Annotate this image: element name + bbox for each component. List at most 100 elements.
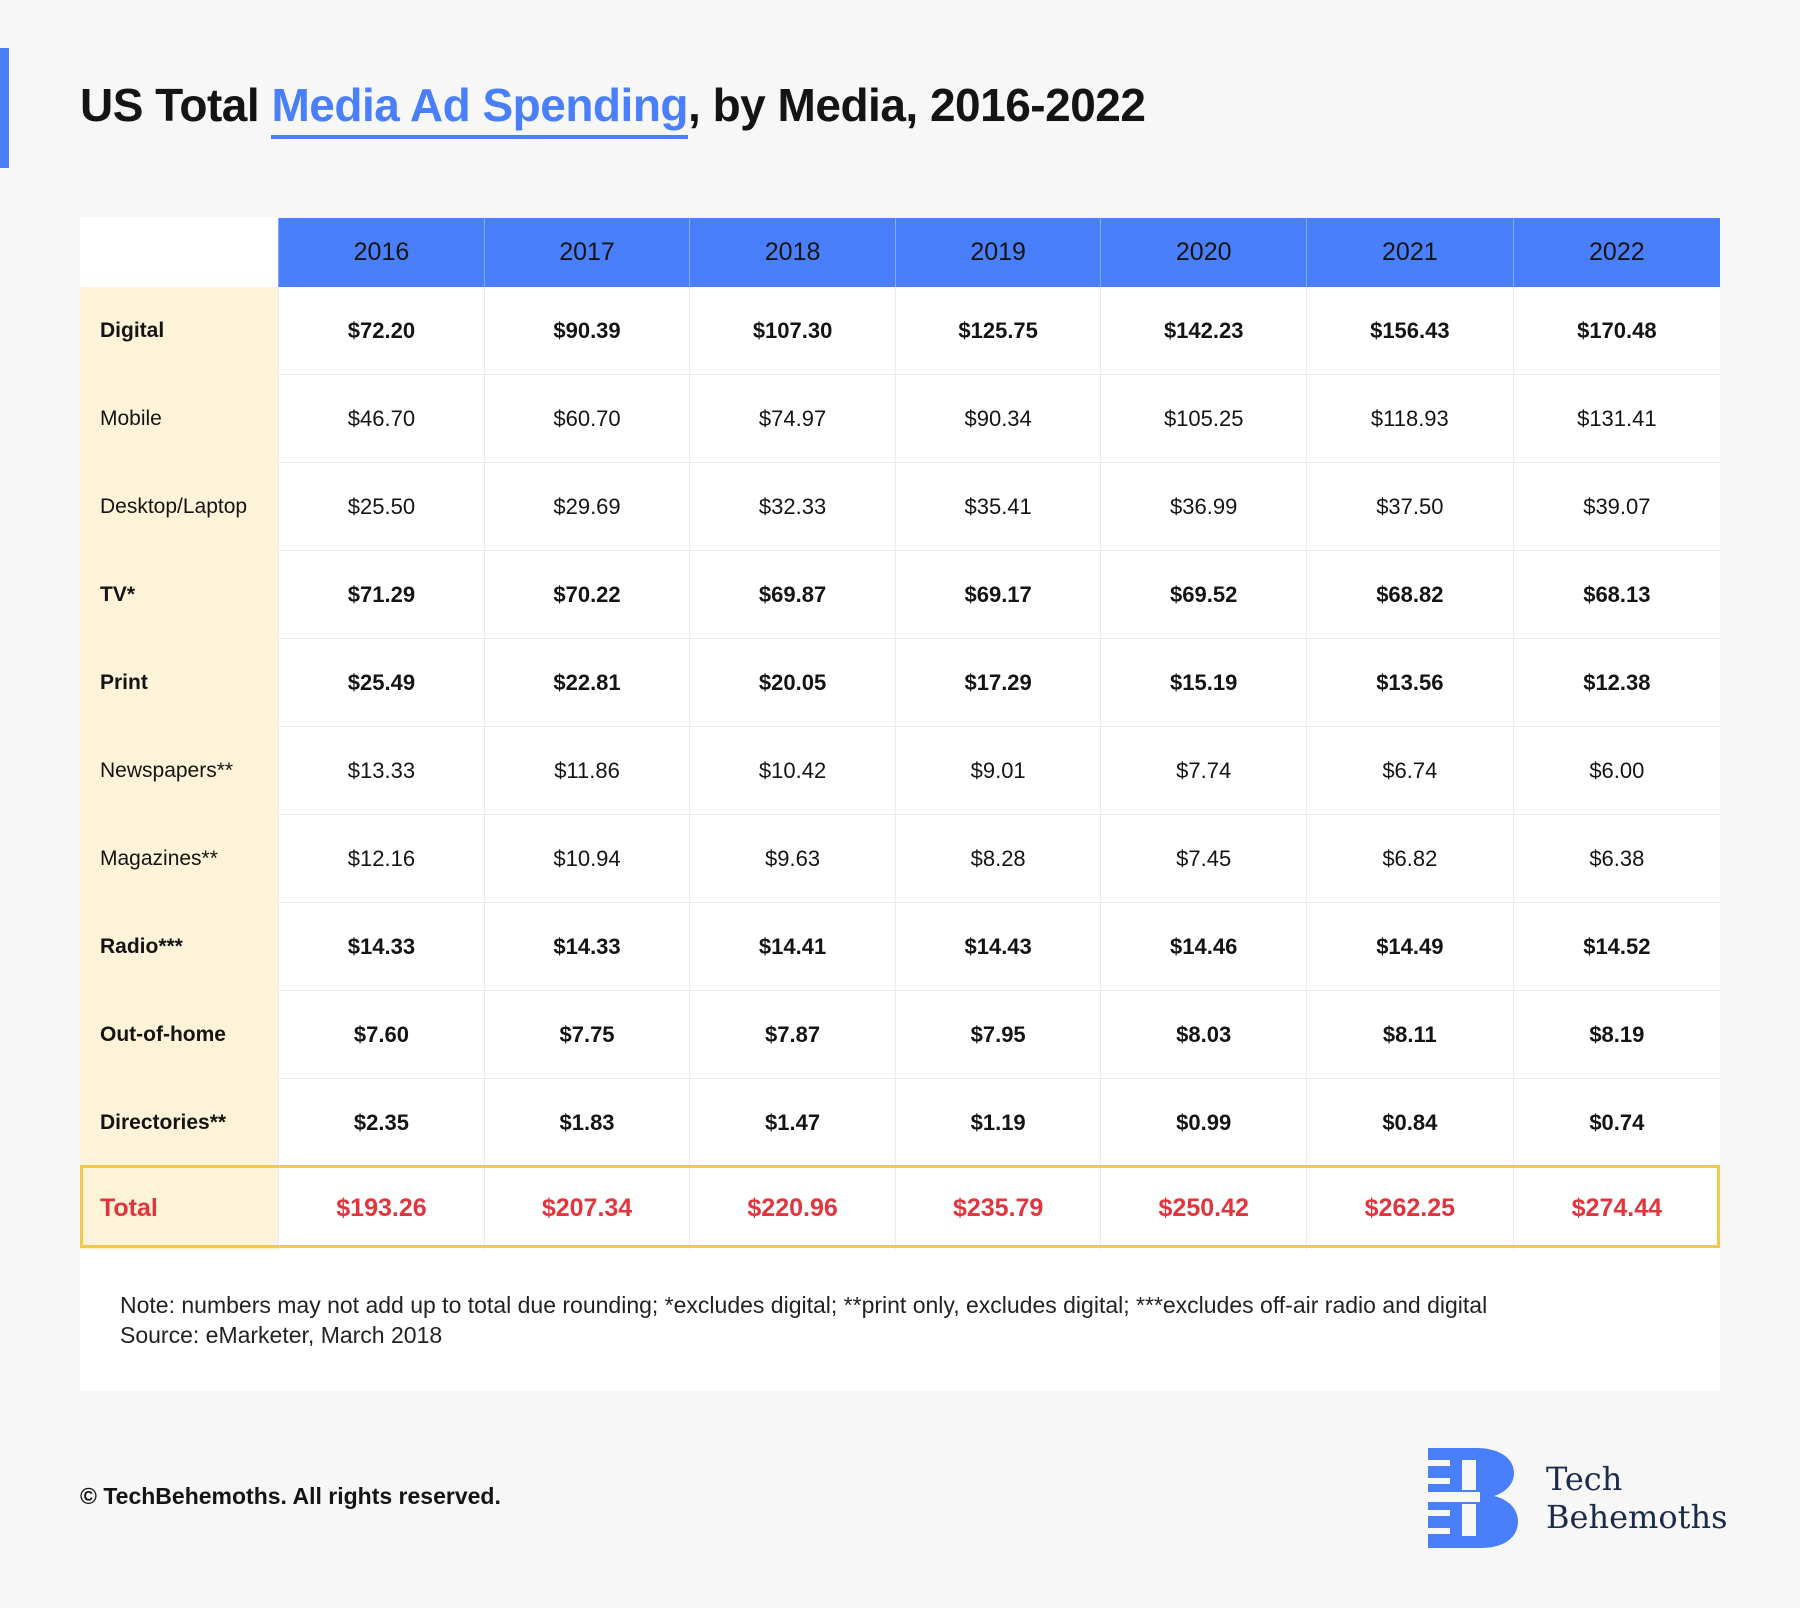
- table-cell: $68.82: [1305, 550, 1514, 639]
- logo-line-2: Behemoths: [1546, 1498, 1728, 1536]
- table-row: Out-of-home $7.60 $7.75 $7.87 $7.95 $8.03 $8.1…: [80, 990, 1720, 1079]
- table-cell: $69.87: [689, 550, 896, 639]
- tb-logo-icon: [1428, 1448, 1518, 1548]
- column-header: 2016: [278, 218, 485, 287]
- table-cell: $1.19: [894, 1078, 1101, 1167]
- header-row: 2016 2017 2018 2019 2020 2021 2022: [80, 218, 1720, 287]
- table-cell: $9.01: [894, 726, 1101, 815]
- table-cell: $8.28: [894, 814, 1101, 903]
- table-cell: $7.45: [1100, 814, 1307, 903]
- row-label: TV*: [80, 550, 279, 639]
- title-prefix: US Total: [80, 79, 272, 131]
- table-cell: $0.84: [1305, 1078, 1514, 1167]
- table-cell: $60.70: [483, 374, 690, 463]
- total-row: Total $193.26 $207.34 $220.96 $235.79 $250.42…: [80, 1166, 1720, 1250]
- table-cell: $14.33: [278, 902, 485, 991]
- title-suffix: , by Media, 2016-2022: [688, 79, 1146, 131]
- table-cell: $9.63: [689, 814, 896, 903]
- table-cell: $13.33: [278, 726, 485, 815]
- table-cell: $107.30: [689, 287, 896, 375]
- table-cell: $105.25: [1100, 374, 1307, 463]
- column-header: 2022: [1512, 218, 1720, 287]
- row-label: Newspapers**: [80, 726, 279, 815]
- table-cell: $125.75: [894, 287, 1101, 375]
- techbehemoths-logo: Tech Behemoths: [1428, 1448, 1728, 1548]
- accent-bar: [0, 48, 9, 168]
- table-cell: $7.74: [1100, 726, 1307, 815]
- table-cell: $131.41: [1512, 374, 1720, 463]
- page-title: US Total Media Ad Spending, by Media, 20…: [80, 78, 1146, 139]
- row-label: Mobile: [80, 374, 279, 463]
- table-cell: $69.17: [894, 550, 1101, 639]
- column-header: 2021: [1305, 218, 1514, 287]
- table-row: Directories** $2.35 $1.83 $1.47 $1.19 $0.99 $0…: [80, 1078, 1720, 1167]
- header-corner: [80, 218, 279, 287]
- table-card: 2016 2017 2018 2019 2020 2021 2022 Digital $72.…: [80, 218, 1720, 1390]
- table-cell: $20.05: [689, 638, 896, 727]
- notes: Note: numbers may not add up to total du…: [120, 1290, 1487, 1350]
- table-cell: $156.43: [1305, 287, 1514, 375]
- spending-table: 2016 2017 2018 2019 2020 2021 2022 Digital $72.…: [80, 218, 1720, 1250]
- table-cell: $13.56: [1305, 638, 1514, 727]
- table-cell: $170.48: [1512, 287, 1720, 375]
- table-cell: $74.97: [689, 374, 896, 463]
- table-row: Radio*** $14.33 $14.33 $14.41 $14.43 $14.46 $1…: [80, 902, 1720, 991]
- table-cell: $10.94: [483, 814, 690, 903]
- table-row: Desktop/Laptop $25.50 $29.69 $32.33 $35.41 $3…: [80, 462, 1720, 551]
- table-cell: $14.49: [1305, 902, 1514, 991]
- table-cell: $14.33: [483, 902, 690, 991]
- table-cell: $6.82: [1305, 814, 1514, 903]
- logo-text: Tech Behemoths: [1546, 1460, 1728, 1536]
- table-cell: $1.47: [689, 1078, 896, 1167]
- row-label: Desktop/Laptop: [80, 462, 279, 551]
- table-cell: $8.03: [1100, 990, 1307, 1079]
- table-cell: $46.70: [278, 374, 485, 463]
- table-cell: $32.33: [689, 462, 896, 551]
- logo-line-1: Tech: [1546, 1460, 1623, 1498]
- table-row: Print $25.49 $22.81 $20.05 $17.29 $15.19 $13.5…: [80, 638, 1720, 727]
- row-label: Print: [80, 638, 279, 727]
- copyright: © TechBehemoths. All rights reserved.: [80, 1483, 501, 1509]
- table-cell: $35.41: [894, 462, 1101, 551]
- total-cell: $274.44: [1512, 1166, 1720, 1250]
- table-row: Magazines** $12.16 $10.94 $9.63 $8.28 $7.45 $6…: [80, 814, 1720, 903]
- title-highlight: Media Ad Spending: [271, 79, 689, 139]
- table-cell: $7.75: [483, 990, 690, 1079]
- table-cell: $118.93: [1305, 374, 1514, 463]
- table-cell: $0.74: [1512, 1078, 1720, 1167]
- row-label: Magazines**: [80, 814, 279, 903]
- table-cell: $8.11: [1305, 990, 1514, 1079]
- row-label: Out-of-home: [80, 990, 279, 1079]
- table-cell: $10.42: [689, 726, 896, 815]
- table-body: Digital $72.20 $90.39 $107.30 $125.75 $142.23…: [80, 287, 1720, 1250]
- column-header: 2017: [483, 218, 690, 287]
- column-header: 2019: [894, 218, 1101, 287]
- table-cell: $2.35: [278, 1078, 485, 1167]
- table-cell: $68.13: [1512, 550, 1720, 639]
- table-cell: $25.49: [278, 638, 485, 727]
- total-label: Total: [80, 1166, 279, 1250]
- table-cell: $72.20: [278, 287, 485, 375]
- table-cell: $142.23: [1100, 287, 1307, 375]
- table-cell: $14.43: [894, 902, 1101, 991]
- total-cell: $207.34: [483, 1166, 690, 1250]
- table-cell: $15.19: [1100, 638, 1307, 727]
- table-cell: $7.60: [278, 990, 485, 1079]
- table-cell: $14.52: [1512, 902, 1720, 991]
- table-cell: $12.16: [278, 814, 485, 903]
- column-header: 2020: [1100, 218, 1307, 287]
- total-cell: $262.25: [1305, 1166, 1514, 1250]
- total-cell: $250.42: [1100, 1166, 1307, 1250]
- table-cell: $8.19: [1512, 990, 1720, 1079]
- table-cell: $90.34: [894, 374, 1101, 463]
- table-cell: $14.46: [1100, 902, 1307, 991]
- table-cell: $6.74: [1305, 726, 1514, 815]
- table-cell: $1.83: [483, 1078, 690, 1167]
- row-label: Digital: [80, 287, 279, 375]
- table-cell: $14.41: [689, 902, 896, 991]
- table-cell: $36.99: [1100, 462, 1307, 551]
- table-row: Newspapers** $13.33 $11.86 $10.42 $9.01 $7.74…: [80, 726, 1720, 815]
- table-cell: $17.29: [894, 638, 1101, 727]
- table-cell: $0.99: [1100, 1078, 1307, 1167]
- table-row: TV* $71.29 $70.22 $69.87 $69.17 $69.52 $68.82 $…: [80, 550, 1720, 639]
